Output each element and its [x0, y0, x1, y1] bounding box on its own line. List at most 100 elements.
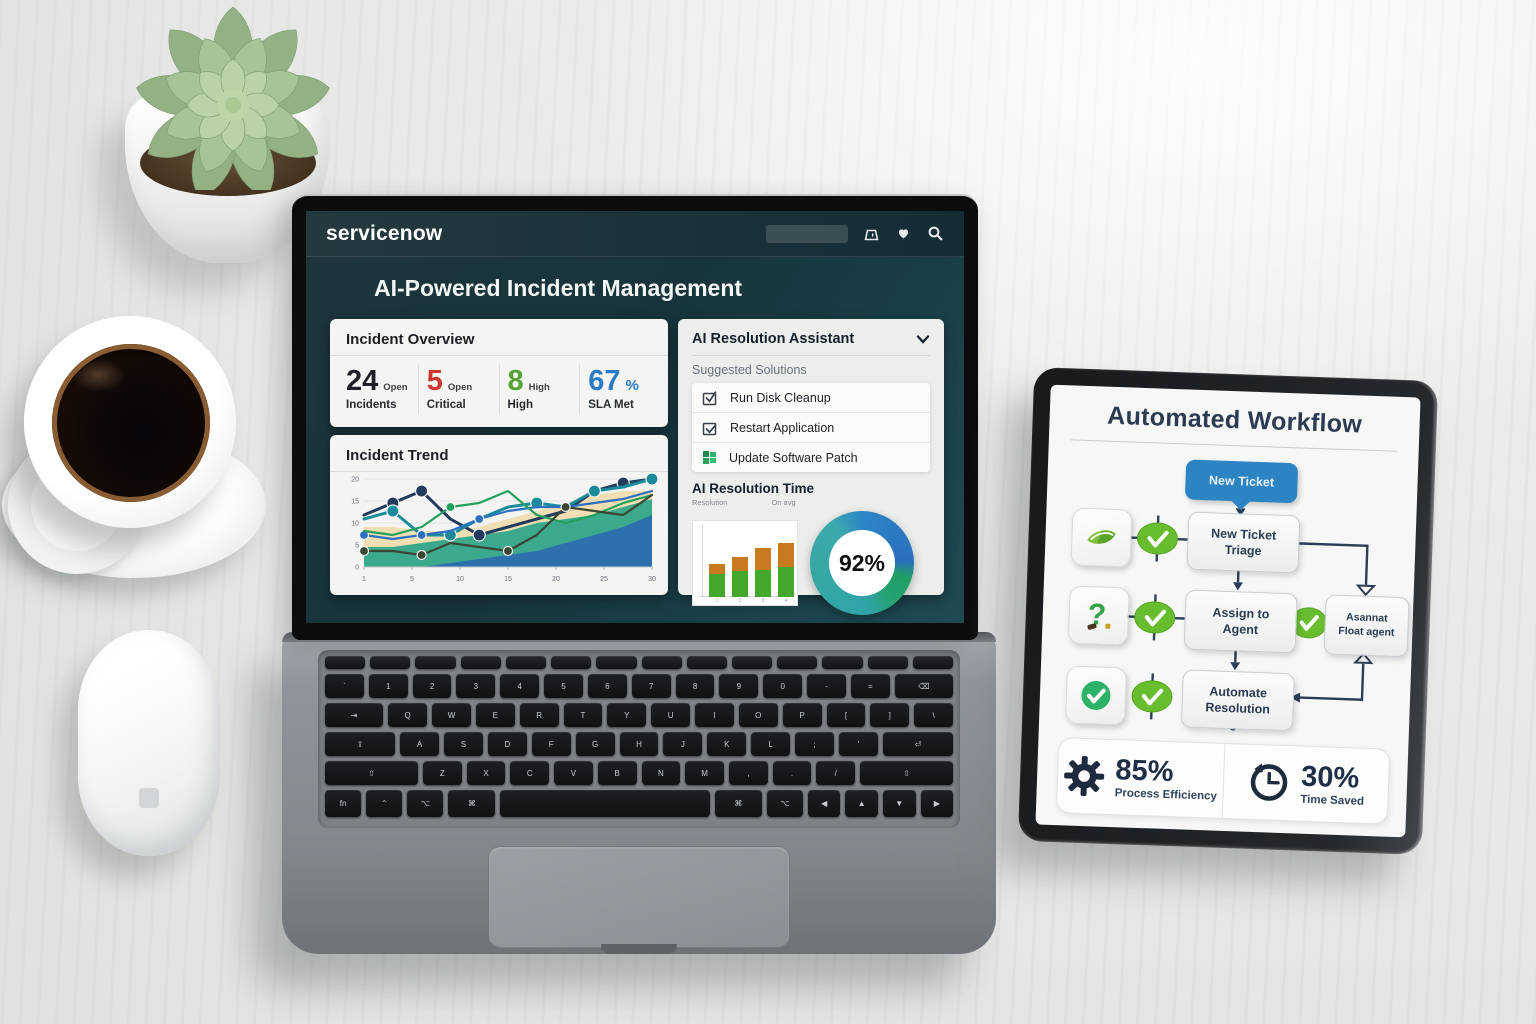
keyboard-key: [641, 656, 682, 669]
keyboard-key: ▼: [883, 790, 916, 817]
keyboard-key: [596, 656, 637, 669]
bar-segment-orange: [755, 548, 771, 570]
keyboard-key: ⇥: [325, 703, 384, 727]
tablet-screen: Automated Workflow: [1035, 384, 1421, 838]
keyboard-key: ⌃: [366, 790, 403, 817]
keyboard-key: `: [325, 674, 364, 698]
keyboard-key: [505, 656, 547, 669]
keyboard-key: ▲: [845, 790, 878, 817]
keyboard-key: [460, 656, 501, 669]
search-bar[interactable]: [766, 224, 848, 243]
svg-text:?: ?: [1087, 598, 1106, 632]
keyboard-key: ⇧: [325, 761, 418, 785]
keyboard-key: [551, 656, 592, 669]
keyboard-key: [912, 656, 954, 669]
keyboard-key: 8: [675, 674, 715, 698]
svg-text:15: 15: [504, 576, 512, 583]
stat-high: 8 High High: [498, 364, 580, 414]
keyboard-key: X: [466, 761, 506, 785]
keyboard-key: ⇧: [860, 761, 954, 785]
svg-text:25: 25: [600, 576, 608, 583]
keyboard-key: Y: [607, 703, 647, 727]
time-saved-stat: 30% Time Saved: [1222, 744, 1389, 824]
keyboard-key: ]: [870, 703, 910, 727]
donut-value: 92%: [829, 530, 895, 596]
keyboard-key: [415, 656, 456, 669]
checkbox-check-icon: [702, 390, 717, 405]
check-badge-icon: [1131, 522, 1328, 713]
clock-icon: [1250, 763, 1288, 801]
keyboard-key: K: [707, 732, 747, 756]
keyboard-key: B: [597, 761, 637, 785]
servicenow-logo: servicenow: [326, 221, 443, 245]
page-title: AI-Powered Incident Management: [374, 275, 743, 301]
tablet: Automated Workflow: [1017, 367, 1439, 855]
keyboard-key: M: [685, 761, 724, 785]
svg-text:20: 20: [351, 477, 359, 484]
svg-text:30: 30: [648, 576, 656, 583]
bar-segment-green: [755, 569, 771, 597]
keyboard-key: 7: [631, 674, 671, 698]
keyboard-key: [370, 656, 411, 669]
flow-box-assign: Assign to Agent: [1183, 589, 1298, 654]
keyboard-key: 2: [412, 674, 452, 698]
solution-item[interactable]: Restart Application: [692, 413, 930, 443]
ai-resolution-assistant-panel: AI Resolution Assistant Suggested Soluti…: [678, 319, 944, 615]
keyboard-key: ,: [728, 761, 768, 785]
resolution-bar-chart: 1 2 3 4: [692, 520, 798, 606]
laptop-notch: [601, 944, 677, 954]
keyboard-key: A: [400, 732, 439, 756]
tag-icon[interactable]: [863, 225, 880, 242]
keyboard-key: 5: [544, 674, 583, 698]
incident-stats-row: 24 Open Incidents 5 Open Critical 8 High High 67%…: [330, 356, 668, 414]
resolution-legend-right: On avg: [771, 498, 796, 507]
keyboard-key: ⌘: [714, 790, 762, 817]
keyboard-key: ⏎: [883, 732, 954, 756]
keyboard-key: G: [575, 732, 615, 756]
laptop-trackpad: [488, 846, 790, 948]
resolution-section-title: AI Resolution Time: [692, 481, 815, 496]
bar-category-label: 4: [784, 598, 788, 604]
keyboard-key: [777, 656, 818, 669]
chevron-down-icon[interactable]: [916, 334, 930, 344]
keyboard-key: E: [475, 703, 515, 727]
incident-trend-card: Incident Trend 0 5 10 15 20 1 5 10 15 20 25 30: [330, 435, 668, 595]
checkbox-check-icon: [702, 422, 717, 435]
keyboard-key: [500, 790, 710, 817]
keyboard-key: ⌥: [766, 790, 803, 817]
resolution-legend-left: Resolution: [692, 498, 728, 507]
stat-incidents: 24 Open Incidents: [346, 365, 408, 412]
keyboard-key: 6: [587, 674, 627, 698]
succulent-plant: [136, 6, 330, 190]
solution-item[interactable]: Run Disk Cleanup: [692, 383, 930, 413]
icon-card-check: [1064, 665, 1127, 726]
bar-segment-orange: [732, 556, 748, 572]
keyboard-key: -: [807, 674, 846, 698]
keyboard-key: C: [510, 761, 550, 785]
incident-overview-card: Incident Overview 24 Open Incidents 5 Open Cr…: [330, 319, 668, 427]
keyboard-key: 9: [719, 674, 759, 698]
green-swoosh-icon: [1087, 530, 1116, 544]
heart-icon[interactable]: [895, 225, 912, 242]
icon-card-ticket: [1070, 507, 1133, 568]
keyboard-key: ⌘: [448, 790, 496, 817]
bar-category-label: 3: [761, 598, 765, 604]
search-icon[interactable]: [927, 225, 944, 242]
bar-segment-green: [778, 566, 794, 597]
svg-text:0: 0: [355, 565, 359, 572]
bar-category-label: 2: [738, 598, 742, 604]
bar-segment-green: [709, 573, 725, 597]
assistant-header: AI Resolution Assistant: [692, 331, 930, 356]
keyboard-key: R: [519, 703, 559, 727]
keyboard-key: [: [826, 703, 866, 727]
svg-text:10: 10: [351, 521, 359, 528]
flow-box-automate: Automate Resolution: [1180, 669, 1295, 732]
solution-item[interactable]: Update Software Patch: [692, 443, 930, 472]
keyboard-key: D: [487, 732, 527, 756]
keyboard-key: [867, 656, 908, 669]
svg-text:15: 15: [351, 499, 359, 506]
keyboard-key: ⌫: [894, 674, 953, 698]
check-circle-icon: [1081, 680, 1111, 710]
